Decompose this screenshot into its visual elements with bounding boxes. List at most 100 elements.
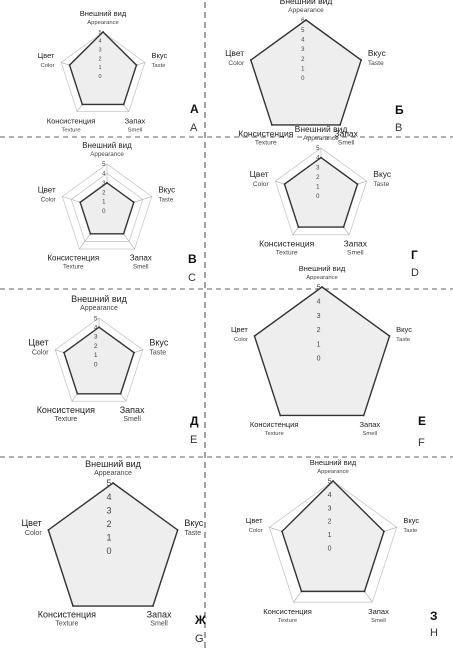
data-point xyxy=(281,530,283,533)
axis-label-en: Taste xyxy=(368,60,384,67)
axis-label-en: Color xyxy=(25,530,42,537)
axis-label-en: Appearance xyxy=(288,7,324,14)
data-point xyxy=(342,226,345,228)
axis-label-ru: Вкус xyxy=(396,325,412,334)
axis-label-en: Smell xyxy=(371,618,386,624)
data-point xyxy=(89,232,92,235)
panel-letter-ru: А xyxy=(190,102,199,116)
axis-label-ru: Цвет xyxy=(21,518,41,528)
tick-label: 1 xyxy=(102,200,106,206)
axis-label-ru: Вкус xyxy=(149,338,168,348)
data-point xyxy=(133,351,135,354)
axis-label-ru: Цвет xyxy=(38,51,55,60)
axis-label-en: Taste xyxy=(158,196,173,203)
data-point xyxy=(320,156,322,159)
axis-label-en: Taste xyxy=(396,337,410,343)
tick-label: 0 xyxy=(106,546,111,556)
axis-label-en: Appearance xyxy=(303,135,339,142)
series-area xyxy=(79,181,135,235)
tick-label: 4 xyxy=(301,37,305,43)
radar-panel-a: 0 1 2 3 4 5 Внешний вид Appearance Вкус Taste Запа… xyxy=(38,9,199,134)
axis-label-en: Taste xyxy=(373,181,389,188)
axis-label-en: Taste xyxy=(149,350,166,357)
axis-label-en: Taste xyxy=(184,530,201,537)
tick-label: 4 xyxy=(106,492,111,502)
data-point xyxy=(47,529,50,531)
axis-label-ru: Запах xyxy=(130,254,152,263)
panel-letter-ru: Б xyxy=(395,103,404,117)
axis-label-en: Color xyxy=(41,196,56,203)
panel-letter-ru: Ж xyxy=(194,613,206,627)
axis-label-en: Texture xyxy=(61,127,80,133)
axis-label-en: Texture xyxy=(255,140,277,147)
panel-letter-ru: В xyxy=(188,252,197,266)
tick-label: 5 xyxy=(102,162,106,168)
data-point xyxy=(81,103,84,106)
tick-label: 0 xyxy=(98,74,101,80)
panel-letter-ru: Е xyxy=(418,414,426,428)
tick-label: 2 xyxy=(317,327,321,334)
data-point xyxy=(297,226,300,228)
data-point xyxy=(305,19,307,21)
series-area xyxy=(63,326,135,395)
tick-label: 2 xyxy=(316,175,320,181)
axis-label-ru: Внешний вид xyxy=(82,141,132,150)
data-point xyxy=(321,286,323,288)
tick-label: 0 xyxy=(316,194,320,200)
tick-label: 3 xyxy=(102,181,106,187)
panel-letter-ru: Г xyxy=(411,248,418,262)
axis-label-ru: Цвет xyxy=(246,516,263,525)
grid-ring xyxy=(61,163,153,250)
axis-label-ru: Цвет xyxy=(250,169,269,179)
data-point xyxy=(253,335,256,337)
data-point xyxy=(68,64,71,67)
axis-label-en: Taste xyxy=(403,528,417,534)
axis-label-ru: Вкус xyxy=(184,518,203,528)
data-point xyxy=(249,59,252,61)
tick-label: 3 xyxy=(317,313,321,320)
data-point xyxy=(63,351,65,354)
tick-label: 4 xyxy=(316,156,320,162)
data-point xyxy=(98,326,100,329)
tick-label: 3 xyxy=(94,334,98,341)
tick-label: 5 xyxy=(98,30,101,36)
axis-label-ru: Консистенция xyxy=(259,238,314,248)
axis-label-en: Taste xyxy=(152,63,166,69)
panel-letter-ru: Д xyxy=(190,414,199,428)
data-point xyxy=(279,414,282,417)
tick-label: 1 xyxy=(301,66,305,72)
grid-ring xyxy=(268,480,398,603)
data-point xyxy=(332,480,334,482)
axis-label-ru: Консистенция xyxy=(38,610,96,620)
axis-label-en: Texture xyxy=(63,264,84,271)
tick-label: 5 xyxy=(316,146,320,152)
data-point xyxy=(363,590,366,593)
panel-letter-en: F xyxy=(418,437,425,449)
tick-label: 1 xyxy=(317,341,321,348)
tick-label: 0 xyxy=(317,355,321,362)
tick-label: 3 xyxy=(301,47,305,53)
data-point xyxy=(119,392,122,395)
axis-label-ru: Внешний вид xyxy=(85,459,142,469)
data-point xyxy=(72,605,74,607)
axis-label-en: Color xyxy=(249,528,263,534)
axis-label-ru: Консистенция xyxy=(47,116,96,125)
axis-label-en: Appearance xyxy=(306,275,338,281)
data-point xyxy=(122,103,125,106)
panel-letter-en: C xyxy=(188,272,196,284)
axis-label-ru: Консистенция xyxy=(238,129,293,139)
panel-letter-en: B xyxy=(395,122,402,134)
data-point xyxy=(106,181,108,184)
axis-label-en: Appearance xyxy=(317,469,349,475)
panel-letter-en: H xyxy=(430,627,438,639)
tick-label: 5 xyxy=(301,28,305,34)
series-area xyxy=(68,31,138,106)
tick-label: 1 xyxy=(98,65,101,71)
tick-label: 3 xyxy=(98,48,101,54)
tick-label: 4 xyxy=(328,492,332,499)
series-area xyxy=(250,19,362,126)
axis-label-ru: Консистенция xyxy=(47,254,99,263)
